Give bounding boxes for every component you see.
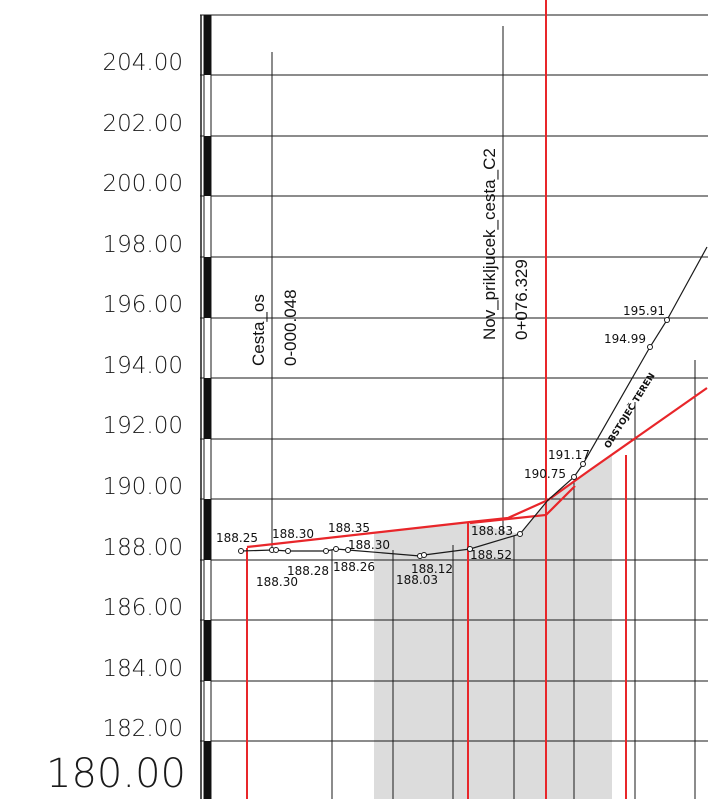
elevation-axis <box>200 14 212 799</box>
point-label: 188.30 <box>272 527 314 541</box>
cut-fill-area <box>374 455 612 799</box>
point-label: 194.99 <box>604 332 646 346</box>
point-label: 188.03 <box>396 573 438 587</box>
point-label: 188.25 <box>216 531 258 545</box>
point-label: 195.91 <box>623 304 665 318</box>
point-label: 188.52 <box>470 548 512 562</box>
elevation-labels: 204.00 202.00 200.00 198.00 196.00 194.0… <box>46 50 186 797</box>
station-name-label: Cesta_os <box>249 294 268 366</box>
elevation-label: 202.00 <box>103 111 183 137</box>
design-grade-lines <box>246 387 708 549</box>
elevation-label: 204.00 <box>103 50 183 76</box>
point-label: 188.28 <box>287 564 329 578</box>
elevation-label: 180.00 <box>46 751 186 797</box>
point-label: 188.30 <box>348 538 390 552</box>
point-label: 188.12 <box>411 562 453 576</box>
design-verticals <box>246 0 627 799</box>
point-label: 188.83 <box>471 524 513 538</box>
point-label: 188.26 <box>333 560 375 574</box>
point-label: 188.30 <box>256 575 298 589</box>
station-name-label: Nov_prikljucek_cesta_C2 <box>480 148 499 340</box>
point-label: 190.75 <box>524 467 566 481</box>
elevation-label: 198.00 <box>103 232 183 258</box>
elevation-label: 194.00 <box>103 353 183 379</box>
point-label: 191.17 <box>548 448 590 462</box>
elevation-grid <box>200 14 708 742</box>
elevation-label: 196.00 <box>103 292 183 318</box>
elevation-label: 186.00 <box>103 595 183 621</box>
elevation-label: 182.00 <box>103 716 183 742</box>
station-labels: Cesta_os 0-000.048 Nov_prikljucek_cesta_… <box>249 148 531 366</box>
point-label: 188.35 <box>328 521 370 535</box>
elevation-label: 188.00 <box>103 535 183 561</box>
station-chainage-label: 0-000.048 <box>281 289 300 366</box>
elevation-label: 200.00 <box>103 171 183 197</box>
station-chainage-label: 0+076.329 <box>512 259 531 340</box>
section-lines <box>271 26 696 799</box>
elevation-label: 184.00 <box>103 656 183 682</box>
terrain-points <box>238 317 670 559</box>
point-elevation-labels: 188.25 188.30 188.35 188.30 188.83 191.1… <box>216 304 665 589</box>
elevation-label: 192.00 <box>103 413 183 439</box>
existing-terrain-line <box>240 246 708 557</box>
elevation-label: 190.00 <box>103 474 183 500</box>
